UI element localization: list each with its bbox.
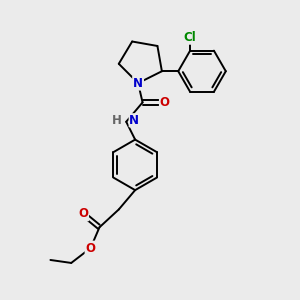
Text: H: H bbox=[112, 114, 122, 127]
Text: N: N bbox=[129, 114, 139, 127]
Text: O: O bbox=[78, 207, 88, 220]
Text: N: N bbox=[133, 76, 143, 90]
Text: O: O bbox=[160, 96, 170, 109]
Text: O: O bbox=[85, 242, 96, 255]
Text: Cl: Cl bbox=[184, 31, 196, 44]
